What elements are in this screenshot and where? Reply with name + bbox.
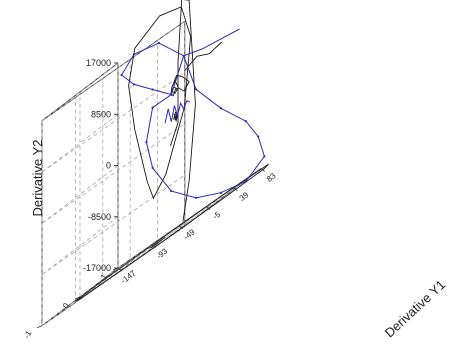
series-point [219, 107, 223, 110]
y-tick-label: -147 [119, 268, 138, 285]
series-point [151, 166, 154, 170]
x-tick-mark [74, 296, 81, 300]
series-0-segment-4 [171, 74, 190, 92]
gridline-z-back [41, 174, 186, 275]
y-axis-ticks: -147 -93 -49 -5 39 83 [117, 168, 278, 286]
gridline-y-floor [41, 267, 119, 327]
series-point [195, 196, 198, 200]
series-layer [75, 0, 269, 302]
series-1-segment-2 [164, 100, 191, 124]
series-point [170, 190, 173, 193]
y-tick-label: -49 [182, 227, 197, 242]
series-1-segment-0 [120, 42, 265, 199]
y-tick-mark [151, 244, 156, 249]
gridline-z-left [41, 62, 119, 122]
series-point [244, 180, 247, 183]
series-point [257, 135, 260, 138]
series-point [151, 88, 154, 91]
series-0-segment-2 [184, 41, 223, 72]
gridline-z-left [41, 216, 119, 275]
gridline-z-back [41, 72, 186, 173]
x-tick-mark [36, 325, 43, 329]
series-point [263, 155, 266, 158]
y-tick-label: -5 [211, 210, 223, 222]
series-point [244, 120, 247, 123]
y-tick-label: 83 [265, 171, 278, 184]
gridline-z-left [41, 113, 119, 173]
x-tick-mark [112, 267, 119, 271]
z-axis-ticks: 17000 8500 0 -8500 -17000 [83, 58, 118, 273]
series-point [157, 41, 160, 45]
gridline-z-back [41, 123, 186, 224]
x-axis-ticks: 1 0 -1 [22, 267, 119, 340]
y-axis-title: Derivative Y1 [382, 277, 449, 341]
series-0-segment-7 [150, 236, 166, 249]
y-tick-label: 39 [238, 190, 251, 203]
x-tick-label: 1 [99, 272, 109, 281]
y-tick-mark [205, 206, 211, 210]
series-0-segment-5 [173, 111, 179, 123]
series-point [132, 83, 136, 86]
z-tick-label: -8500 [88, 212, 111, 222]
y-tick-label: -93 [155, 246, 170, 261]
series-point [151, 106, 154, 109]
series-point [219, 191, 223, 194]
z-tick-label: 17000 [86, 58, 111, 68]
z-tick-label: 8500 [91, 109, 111, 119]
z-tick-label: -17000 [83, 263, 111, 273]
gridlines [41, 21, 262, 327]
z-axis-title: Derivative Y2 [30, 139, 45, 216]
gridline-z-back [41, 21, 186, 122]
series-1-segment-1 [170, 28, 240, 95]
series-point [195, 88, 198, 91]
axis-box [41, 20, 262, 327]
x-tick-label: -1 [22, 329, 34, 340]
x-tick-label: 0 [61, 301, 71, 310]
y-tick-mark [117, 267, 123, 272]
gridline-z-left [41, 165, 119, 224]
y-tick-mark [178, 225, 184, 229]
z-tick-label: 0 [106, 161, 111, 171]
y-tick-mark [260, 168, 266, 172]
series-point [120, 73, 123, 77]
series-point [145, 140, 148, 144]
series-point [132, 53, 136, 56]
y-tick-mark [233, 187, 238, 191]
